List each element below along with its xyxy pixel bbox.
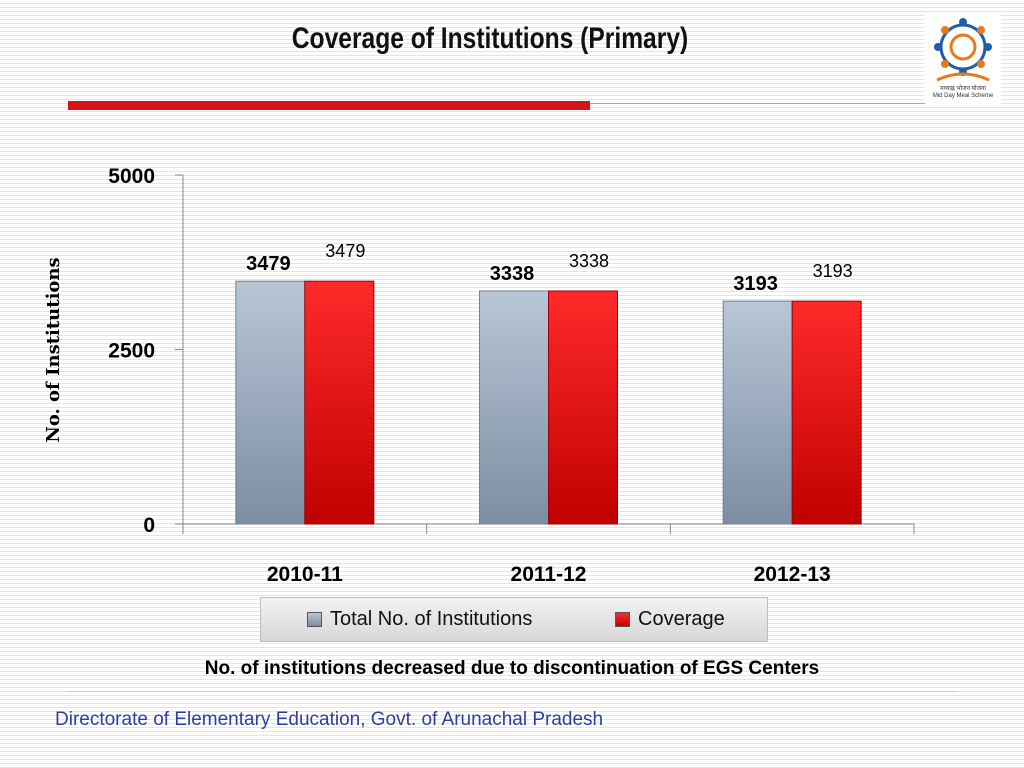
chart-legend: Total No. of Institutions Coverage	[260, 597, 768, 642]
bar-coverage	[304, 280, 375, 525]
logo-caption: मध्याह्न भोजन योजना Mid Day Meal Scheme	[925, 86, 1001, 100]
chart-note: No. of institutions decreased due to dis…	[204, 658, 820, 679]
y-tick-label: 2500	[108, 340, 155, 363]
mid-day-meal-logo: मध्याह्न भोजन योजना Mid Day Meal Scheme	[925, 14, 1001, 106]
slide-title: Coverage of Institutions (Primary)	[291, 22, 689, 55]
logo-text-hindi: मध्याह्न भोजन योजना	[940, 86, 986, 92]
footer-divider	[68, 691, 956, 692]
x-tick-label: 2011-12	[511, 563, 587, 586]
data-label-total: 3338	[490, 263, 535, 285]
data-label-coverage: 3193	[813, 261, 853, 281]
title-underline-red	[68, 101, 590, 110]
data-label-coverage: 3479	[325, 241, 365, 261]
title-underline-thin	[590, 103, 955, 104]
legend-item-coverage: Coverage	[615, 598, 725, 641]
legend-swatch-total	[307, 612, 322, 627]
logo-emblem-icon	[934, 18, 992, 82]
bar-total	[479, 290, 549, 525]
footer-credit: Directorate of Elementary Education, Gov…	[55, 709, 604, 730]
y-tick-label: 5000	[108, 165, 155, 188]
legend-label-coverage: Coverage	[638, 608, 725, 630]
bar-total	[722, 300, 793, 525]
bar-coverage	[791, 300, 862, 525]
y-axis-label: No. of Institutions	[43, 257, 64, 442]
x-tick-label: 2012-13	[754, 563, 831, 586]
legend-item-total: Total No. of Institutions	[307, 598, 532, 641]
data-label-coverage: 3338	[569, 251, 609, 271]
data-label-total: 3479	[246, 253, 291, 275]
y-tick-label: 0	[143, 514, 155, 537]
bar-total	[235, 280, 306, 525]
x-tick-label: 2010-11	[267, 563, 343, 586]
bar-coverage	[548, 290, 618, 525]
data-label-total: 3193	[733, 273, 778, 295]
logo-text-english: Mid Day Meal Scheme	[932, 93, 994, 99]
legend-swatch-coverage	[615, 612, 630, 627]
legend-label-total: Total No. of Institutions	[330, 608, 533, 630]
